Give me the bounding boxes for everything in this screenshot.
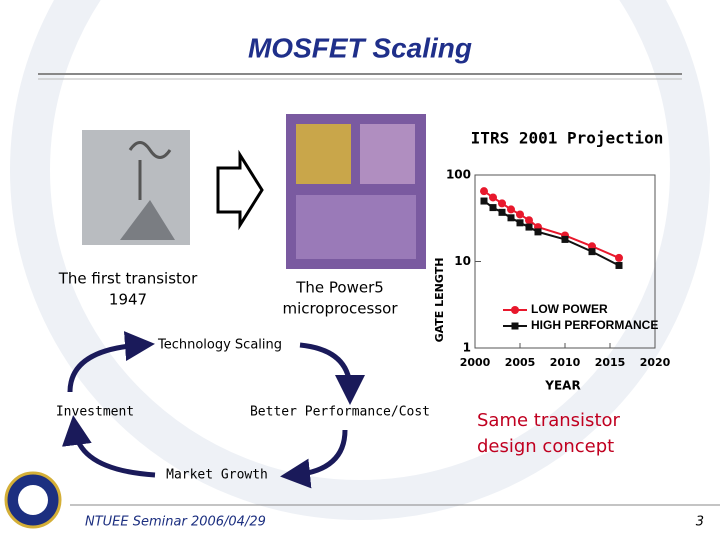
y-tick-label: 10 — [454, 254, 471, 268]
y-tick-label: 1 — [463, 341, 471, 355]
x-tick-label: 2010 — [550, 356, 581, 369]
point — [588, 248, 596, 256]
cycle-arrow — [61, 415, 156, 478]
page-number: 3 — [696, 515, 704, 530]
cycle-arrow — [67, 331, 155, 393]
series-line — [483, 200, 620, 267]
cycle-label: Market Growth — [166, 468, 268, 483]
university-logo — [18, 485, 48, 515]
y-tick-label: 100 — [446, 168, 471, 182]
cycle-arrow — [280, 429, 348, 489]
legend-swatch — [511, 306, 519, 314]
legend-label: HIGH PERFORMANCE — [531, 318, 658, 332]
point — [534, 228, 542, 236]
cycle-label: Technology Scaling — [157, 338, 282, 353]
point — [507, 205, 515, 214]
cycle-label: Better Performance/Cost — [250, 405, 430, 420]
caption: The first transistor — [58, 270, 198, 288]
cycle-arrow — [299, 342, 365, 405]
point — [507, 214, 515, 222]
point — [498, 208, 506, 216]
point — [615, 253, 623, 262]
point — [516, 219, 524, 227]
point — [489, 204, 497, 212]
point — [525, 223, 533, 231]
power5-die — [360, 124, 415, 184]
conclusion: design concept — [477, 436, 614, 457]
y-axis-label: GATE LENGTH — [433, 258, 446, 343]
footer-text: NTUEE Seminar 2006/04/29 — [85, 515, 266, 530]
x-tick-label: 2005 — [505, 356, 536, 369]
caption: microprocessor — [282, 300, 398, 318]
series-line — [483, 190, 620, 259]
legend-label: LOW POWER — [531, 302, 608, 316]
caption: 1947 — [109, 291, 147, 309]
point — [489, 193, 497, 202]
x-tick-label: 2015 — [595, 356, 626, 369]
point — [615, 261, 623, 269]
transistor-photo — [120, 200, 175, 240]
power5-die — [296, 124, 351, 184]
conclusion: Same transistor — [477, 410, 621, 431]
slide-title: MOSFET Scaling — [248, 32, 472, 63]
x-axis-label: YEAR — [544, 379, 580, 393]
point — [516, 210, 524, 219]
cycle-label: Investment — [56, 405, 134, 420]
x-tick-label: 2020 — [640, 356, 671, 369]
transistor-photo — [128, 141, 172, 200]
watermark — [10, 0, 710, 520]
x-tick-label: 2000 — [460, 356, 491, 369]
scaling-arrow — [216, 149, 264, 231]
point — [498, 199, 506, 208]
legend-swatch — [511, 322, 519, 330]
power5-die — [296, 195, 416, 259]
point — [561, 235, 569, 243]
caption: The Power5 — [295, 279, 384, 297]
point — [480, 187, 488, 196]
chart-title: ITRS 2001 Projection — [471, 129, 664, 148]
point — [480, 197, 488, 205]
point — [525, 216, 533, 225]
